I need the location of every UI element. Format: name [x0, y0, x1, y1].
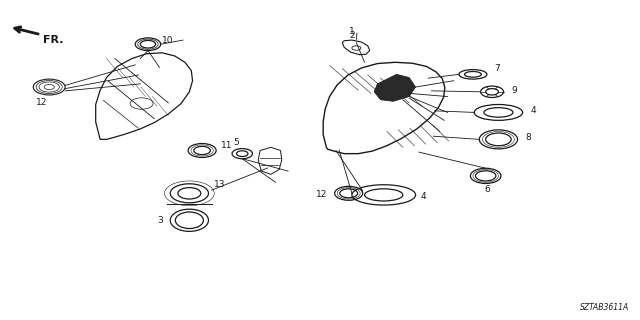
Text: 5: 5 — [233, 138, 239, 148]
Text: 4: 4 — [420, 192, 426, 201]
Text: 3: 3 — [157, 216, 163, 225]
Text: 4: 4 — [531, 106, 536, 115]
Text: FR.: FR. — [43, 35, 63, 45]
Text: 6: 6 — [484, 185, 490, 194]
Text: 11: 11 — [221, 141, 233, 150]
Text: SZTAB3611A: SZTAB3611A — [580, 303, 629, 312]
Text: 9: 9 — [511, 86, 517, 95]
Text: 13: 13 — [214, 180, 225, 189]
Text: 1: 1 — [349, 27, 355, 36]
Text: 12: 12 — [36, 99, 47, 108]
Polygon shape — [374, 74, 415, 101]
Text: 10: 10 — [162, 36, 173, 44]
Text: 12: 12 — [316, 190, 327, 199]
Text: 7: 7 — [495, 64, 500, 73]
Text: 8: 8 — [525, 133, 531, 142]
Text: 2: 2 — [349, 30, 355, 39]
